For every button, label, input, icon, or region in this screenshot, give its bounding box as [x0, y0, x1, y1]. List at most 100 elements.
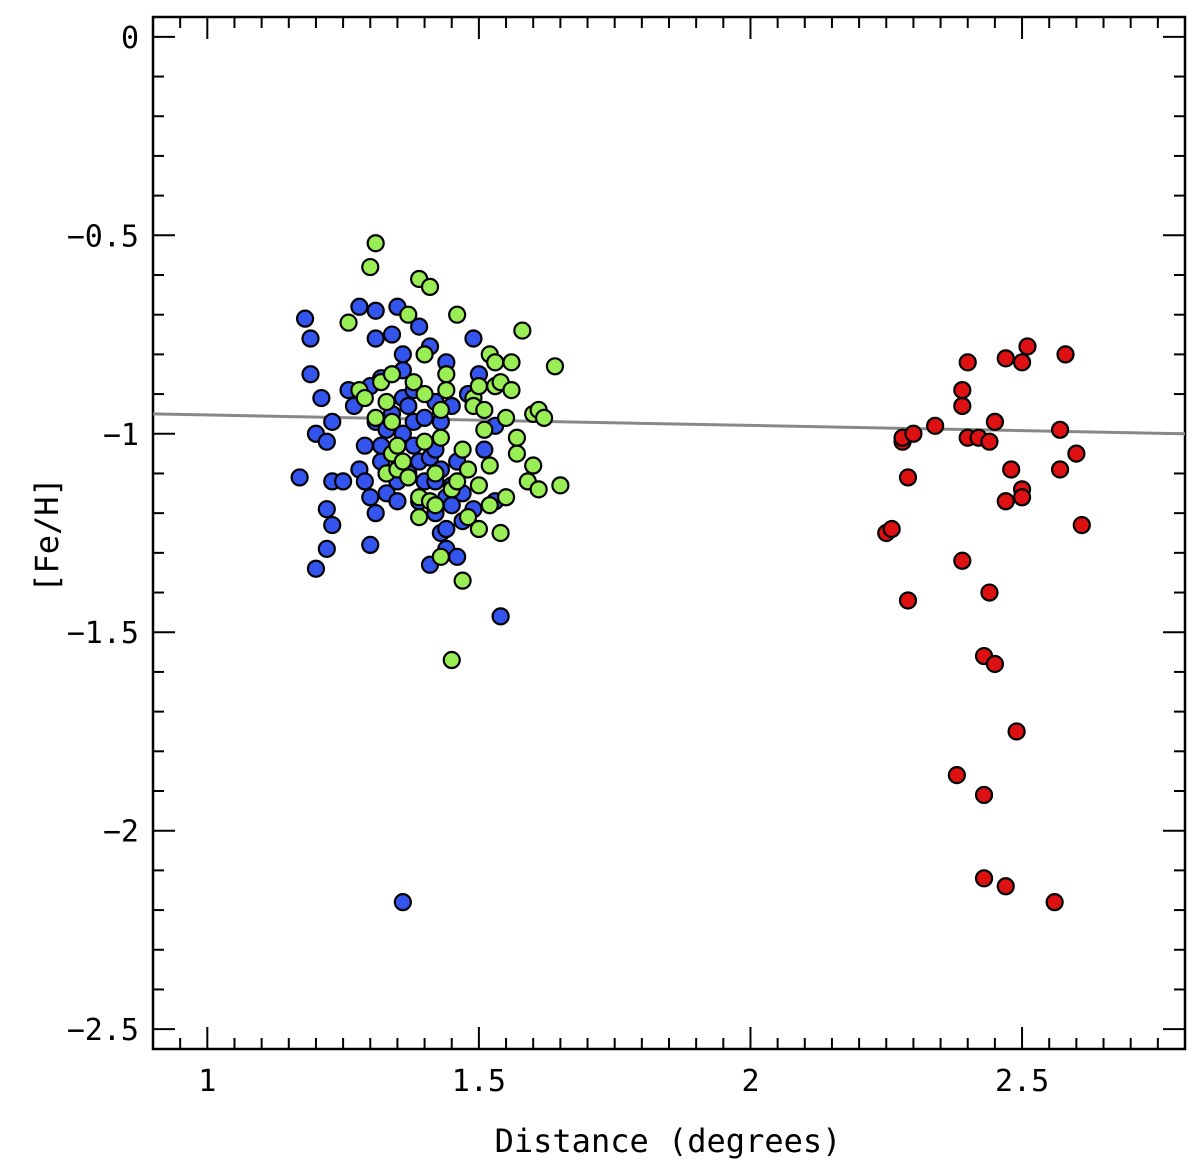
data-point-blue	[334, 472, 353, 491]
data-point-green	[502, 353, 521, 372]
data-point-green	[399, 468, 418, 487]
data-point-green	[475, 420, 494, 439]
data-point-green	[437, 381, 456, 400]
data-point-red	[1072, 515, 1091, 535]
data-point-green	[534, 408, 554, 427]
data-point-green	[448, 305, 467, 324]
data-point-green	[388, 436, 407, 455]
y-tick-label: −1.5	[67, 616, 139, 651]
data-point-green	[491, 523, 510, 543]
data-point-green	[507, 428, 527, 447]
y-tick-label: −1	[103, 418, 139, 453]
plot-border	[151, 15, 1187, 1051]
data-point-green	[431, 400, 450, 420]
plot-frame	[151, 15, 1187, 1051]
series-green	[339, 234, 570, 670]
data-point-green	[393, 452, 412, 471]
data-point-blue	[355, 436, 374, 455]
data-point-green	[361, 257, 380, 277]
data-point-green	[399, 305, 418, 324]
data-point-blue	[491, 607, 510, 626]
data-point-blue	[361, 535, 380, 555]
data-point-red	[1002, 460, 1021, 479]
x-tick-label: 1	[198, 1064, 216, 1099]
data-point-red	[974, 869, 994, 888]
data-point-green	[366, 408, 385, 427]
data-point-green	[475, 400, 494, 420]
data-point-red	[926, 416, 945, 435]
data-point-green	[355, 388, 374, 408]
y-tick-labels: 0 −0.5 −1 −1.5 −2 −2.5	[67, 21, 139, 1048]
y-tick-label: −0.5	[67, 219, 139, 254]
data-point-red	[1050, 420, 1070, 439]
data-point-green	[453, 440, 472, 459]
data-point-green	[431, 547, 450, 566]
data-point-red	[985, 412, 1004, 431]
data-point-green	[507, 444, 527, 463]
data-point-green	[502, 381, 521, 400]
data-points	[290, 234, 1091, 912]
data-point-blue	[350, 297, 369, 316]
data-point-blue	[388, 492, 407, 511]
data-point-red	[953, 381, 972, 400]
data-point-red	[996, 492, 1015, 511]
data-point-red	[898, 591, 918, 610]
data-point-blue	[301, 329, 320, 348]
data-point-red	[980, 583, 999, 602]
data-point-blue	[290, 468, 309, 487]
data-point-red	[1012, 488, 1032, 507]
data-point-blue	[382, 325, 402, 344]
data-point-red	[996, 349, 1015, 368]
data-point-green	[469, 476, 488, 495]
data-point-blue	[317, 500, 336, 519]
data-point-blue	[355, 472, 374, 491]
x-tick-label: 2	[741, 1064, 759, 1099]
data-point-green	[496, 408, 516, 427]
y-tick-label: −2	[103, 815, 139, 850]
x-tick-labels: 1 1.5 2 2.5	[198, 1064, 1049, 1099]
data-point-green	[437, 365, 456, 384]
data-point-green	[529, 480, 548, 499]
data-point-green	[551, 476, 570, 495]
data-point-red	[980, 432, 999, 451]
y-tick-label: −2.5	[67, 1013, 139, 1048]
data-point-red	[898, 468, 918, 487]
data-point-green	[431, 428, 450, 447]
data-point-green	[442, 650, 461, 670]
data-point-blue	[393, 345, 412, 364]
data-point-blue	[448, 547, 467, 566]
data-point-green	[458, 508, 478, 527]
data-point-blue	[317, 432, 336, 451]
data-point-red	[953, 551, 972, 570]
data-point-green	[339, 313, 358, 332]
data-point-blue	[306, 559, 326, 578]
y-tick-label: 0	[121, 21, 139, 56]
data-point-blue	[410, 317, 429, 336]
data-point-green	[524, 456, 543, 475]
data-point-blue	[295, 309, 315, 328]
data-point-green	[426, 496, 445, 515]
data-point-blue	[366, 301, 385, 320]
x-tick-label: 2.5	[995, 1064, 1049, 1099]
x-tick-label: 1.5	[452, 1064, 506, 1099]
data-point-red	[1012, 353, 1032, 372]
data-point-green	[453, 571, 472, 590]
data-point-red	[974, 785, 994, 805]
data-point-green	[480, 456, 499, 475]
data-point-blue	[301, 365, 320, 384]
data-point-red	[947, 766, 966, 785]
data-point-green	[382, 365, 402, 384]
data-point-blue	[464, 329, 483, 348]
data-point-red	[1067, 444, 1086, 463]
data-point-green	[415, 345, 434, 364]
data-point-red	[1045, 893, 1064, 912]
series-red	[877, 337, 1091, 912]
data-point-blue	[323, 515, 342, 535]
data-point-green	[426, 464, 445, 483]
data-point-red	[1018, 337, 1037, 356]
data-point-green	[458, 460, 478, 479]
x-axis-title: Distance (degrees)	[495, 1122, 842, 1160]
axis-ticks	[152, 17, 1186, 1049]
data-point-red	[1050, 460, 1070, 479]
